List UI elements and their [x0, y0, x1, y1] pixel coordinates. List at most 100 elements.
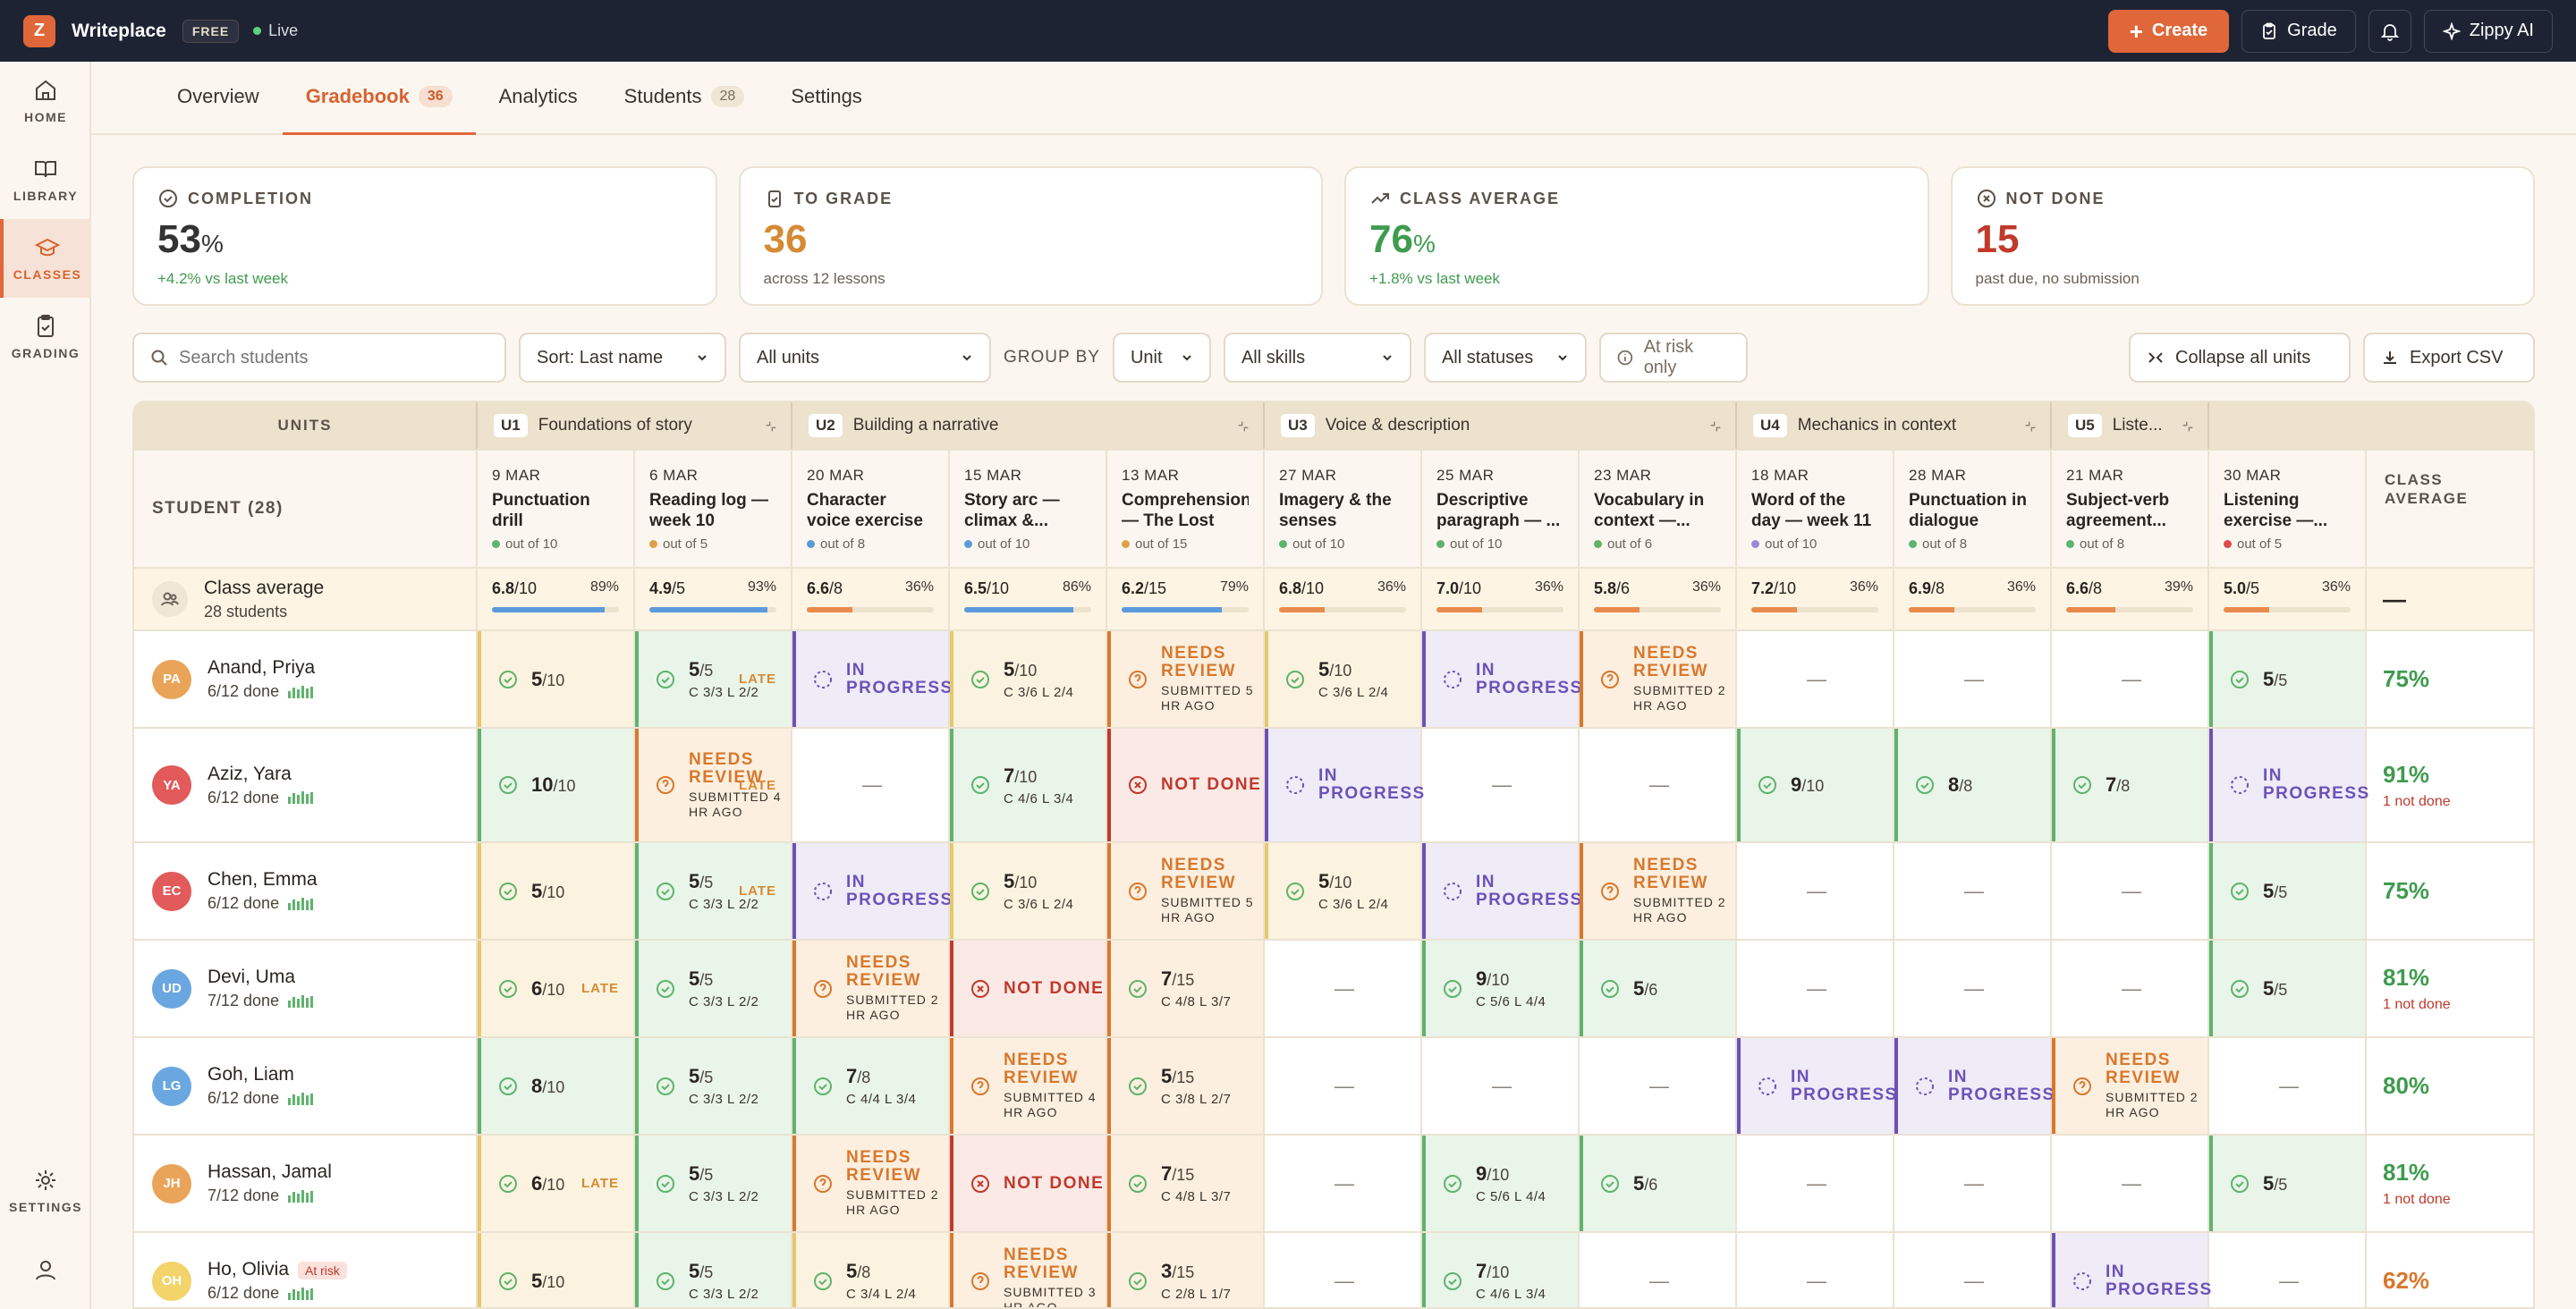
grade-cell-score[interactable]: 7/10 C 4/6 L 3/4 — [950, 729, 1107, 841]
grade-cell-score[interactable]: 5/10 C 3/6 L 2/4 — [1265, 631, 1422, 727]
grade-cell-needs-review[interactable]: NEEDS REVIEW SUBMITTED 2 HR AGO — [792, 1136, 950, 1231]
grade-cell-empty[interactable]: — — [2052, 1136, 2209, 1231]
grade-cell-empty[interactable]: — — [1737, 631, 1894, 727]
grade-cell-empty[interactable]: — — [2209, 1233, 2367, 1307]
student-cell[interactable]: PA Anand, Priya 6/12 done — [134, 631, 478, 727]
grade-cell-in-progress[interactable]: IN PROGRESS — [1265, 729, 1424, 841]
grade-cell-needs-review[interactable]: NEEDS REVIEW SUBMITTED 2 HR AGO — [2052, 1038, 2209, 1134]
grade-cell-not-done[interactable]: NOT DONE — [950, 1136, 1107, 1231]
grade-cell-empty[interactable]: — — [1737, 941, 1894, 1036]
grade-cell-in-progress[interactable]: IN PROGRESS — [792, 843, 952, 939]
grade-cell-empty[interactable]: — — [2052, 631, 2209, 727]
group-by-select[interactable]: Unit — [1112, 333, 1211, 383]
tab-overview[interactable]: Overview — [154, 60, 283, 133]
lesson-header[interactable]: 25 MAR Descriptive paragraph — ... out of … — [1422, 451, 1580, 567]
unit-header-u4[interactable]: U4 Mechanics in context — [1737, 402, 2052, 449]
grade-cell-score[interactable]: 5/10 C 3/6 L 2/4 — [950, 631, 1107, 727]
grade-cell-score[interactable]: 5/10 C 3/6 L 2/4 — [950, 843, 1107, 939]
grade-cell-needs-review[interactable]: NEEDS REVIEW SUBMITTED 2 HR AGO — [792, 941, 950, 1036]
unit-header-u1[interactable]: U1 Foundations of story — [478, 402, 792, 449]
grade-cell-empty[interactable]: — — [1580, 1233, 1737, 1307]
grade-cell-in-progress[interactable]: IN PROGRESS — [792, 631, 952, 727]
grade-cell-score[interactable]: 5/5 — [2209, 631, 2367, 727]
units-select[interactable]: All units — [739, 333, 991, 383]
grade-cell-empty[interactable]: — — [1580, 729, 1737, 841]
collapse-icon[interactable] — [2023, 419, 2038, 434]
grade-cell-score[interactable]: 8/10 — [478, 1038, 635, 1134]
app-logo[interactable]: Z — [23, 14, 55, 47]
grade-cell-score[interactable]: 7/8 — [2052, 729, 2209, 841]
grade-cell-score[interactable]: 5/10 C 3/6 L 2/4 — [1265, 843, 1422, 939]
grade-cell-empty[interactable]: — — [1894, 843, 2052, 939]
grade-cell-score[interactable]: 6/10 LATE — [478, 1136, 635, 1231]
grade-cell-empty[interactable]: — — [1737, 843, 1894, 939]
tab-gradebook[interactable]: Gradebook 36 — [282, 60, 476, 135]
grade-cell-score[interactable]: 10/10 — [478, 729, 635, 841]
grade-cell-empty[interactable]: — — [1737, 1233, 1894, 1307]
lesson-header[interactable]: 20 MAR Character voice exercise out of 8 — [792, 451, 950, 567]
grade-cell-in-progress[interactable]: IN PROGRESS — [1422, 843, 1581, 939]
grade-cell-empty[interactable]: — — [1265, 941, 1422, 1036]
grade-cell-score[interactable]: 5/5 — [2209, 1136, 2367, 1231]
grade-cell-score[interactable]: 7/8 C 4/4 L 3/4 — [792, 1038, 950, 1134]
unit-header-u5[interactable]: U5 Liste... — [2052, 402, 2209, 449]
grade-cell-score[interactable]: 5/6 — [1580, 1136, 1737, 1231]
grade-cell-score[interactable]: 5/5 C 3/3 L 2/2 — [635, 1233, 792, 1307]
collapse-icon[interactable] — [764, 419, 778, 434]
grade-cell-score[interactable]: 5/10 — [478, 1233, 635, 1307]
grade-cell-score[interactable]: 6/10 LATE — [478, 941, 635, 1036]
grade-cell-score[interactable]: 5/5 C 3/3 L 2/2 LATE — [635, 631, 792, 727]
lesson-header[interactable]: 6 MAR Reading log — week 10 out of 5 — [635, 451, 792, 567]
lesson-header[interactable]: 9 MAR Punctuation drill out of 10 — [478, 451, 635, 567]
rail-item-grading[interactable]: GRADING — [0, 298, 91, 376]
lesson-header[interactable]: 15 MAR Story arc — climax &... out of 10 — [950, 451, 1107, 567]
grade-cell-score[interactable]: 5/10 — [478, 843, 635, 939]
grade-cell-empty[interactable]: — — [1580, 1038, 1737, 1134]
lesson-header[interactable]: 23 MAR Vocabulary in context —... out of 6 — [1580, 451, 1737, 567]
student-cell[interactable]: LG Goh, Liam 6/12 done — [134, 1038, 478, 1134]
grade-cell-empty[interactable]: — — [1265, 1136, 1422, 1231]
grade-cell-score[interactable]: 7/10 C 4/6 L 3/4 — [1422, 1233, 1580, 1307]
grade-cell-score[interactable]: 9/10 C 5/6 L 4/4 — [1422, 941, 1580, 1036]
grade-button[interactable]: Grade — [2241, 9, 2356, 53]
grade-cell-score[interactable]: 9/10 — [1737, 729, 1894, 841]
collapse-icon[interactable] — [2181, 419, 2195, 434]
collapse-icon[interactable] — [1708, 419, 1723, 434]
grade-cell-score[interactable]: 8/8 — [1894, 729, 2052, 841]
grade-cell-score[interactable]: 3/15 C 2/8 L 1/7 — [1107, 1233, 1265, 1307]
grade-cell-empty[interactable]: — — [1894, 631, 2052, 727]
grade-cell-needs-review[interactable]: NEEDS REVIEW SUBMITTED 4 HR AGO LATE — [635, 729, 792, 841]
grade-cell-not-done[interactable]: NOT DONE — [950, 941, 1107, 1036]
rail-item-home[interactable]: HOME — [0, 62, 91, 140]
lesson-header[interactable]: 28 MAR Punctuation in dialogue out of 8 — [1894, 451, 2052, 567]
collapse-all-button[interactable]: Collapse all units — [2129, 333, 2351, 383]
rail-item-classes[interactable]: CLASSES — [0, 219, 91, 298]
notifications-button[interactable] — [2368, 9, 2411, 53]
grade-cell-empty[interactable]: — — [1737, 1136, 1894, 1231]
student-cell[interactable]: JH Hassan, Jamal 7/12 done — [134, 1136, 478, 1231]
sort-select[interactable]: Sort: Last name — [519, 333, 726, 383]
grade-cell-in-progress[interactable]: IN PROGRESS — [1894, 1038, 2054, 1134]
ai-button[interactable]: Zippy AI — [2423, 9, 2553, 53]
grade-cell-empty[interactable]: — — [2052, 843, 2209, 939]
grade-cell-empty[interactable]: — — [1894, 941, 2052, 1036]
lesson-header[interactable]: 30 MAR Listening exercise —... out of 5 — [2209, 451, 2367, 567]
grade-cell-in-progress[interactable]: IN PROGRESS — [2052, 1233, 2211, 1307]
statuses-select[interactable]: All statuses — [1423, 333, 1587, 383]
create-button[interactable]: + Create — [2107, 9, 2230, 53]
grade-cell-score[interactable]: 5/10 — [478, 631, 635, 727]
grade-cell-score[interactable]: 5/8 C 3/4 L 2/4 — [792, 1233, 950, 1307]
unit-header-u2[interactable]: U2 Building a narrative — [792, 402, 1265, 449]
grade-cell-score[interactable]: 5/15 C 3/8 L 2/7 — [1107, 1038, 1265, 1134]
grade-cell-needs-review[interactable]: NEEDS REVIEW SUBMITTED 5 HR AGO — [1107, 631, 1265, 727]
lesson-header[interactable]: 18 MAR Word of the day — week 11 out of 10 — [1737, 451, 1894, 567]
rail-item-settings[interactable]: SETTINGS — [0, 1152, 91, 1230]
lesson-header[interactable]: 13 MAR Comprehension — The Lost Key out of… — [1107, 451, 1265, 567]
collapse-icon[interactable] — [1236, 419, 1250, 434]
grade-cell-score[interactable]: 5/5 C 3/3 L 2/2 — [635, 941, 792, 1036]
grade-cell-needs-review[interactable]: NEEDS REVIEW SUBMITTED 2 HR AGO — [1580, 631, 1737, 727]
grade-cell-needs-review[interactable]: NEEDS REVIEW SUBMITTED 4 HR AGO — [950, 1038, 1107, 1134]
grade-cell-in-progress[interactable]: IN PROGRESS — [2209, 729, 2368, 841]
grade-cell-empty[interactable]: — — [1265, 1233, 1422, 1307]
tab-students[interactable]: Students 28 — [601, 60, 768, 133]
